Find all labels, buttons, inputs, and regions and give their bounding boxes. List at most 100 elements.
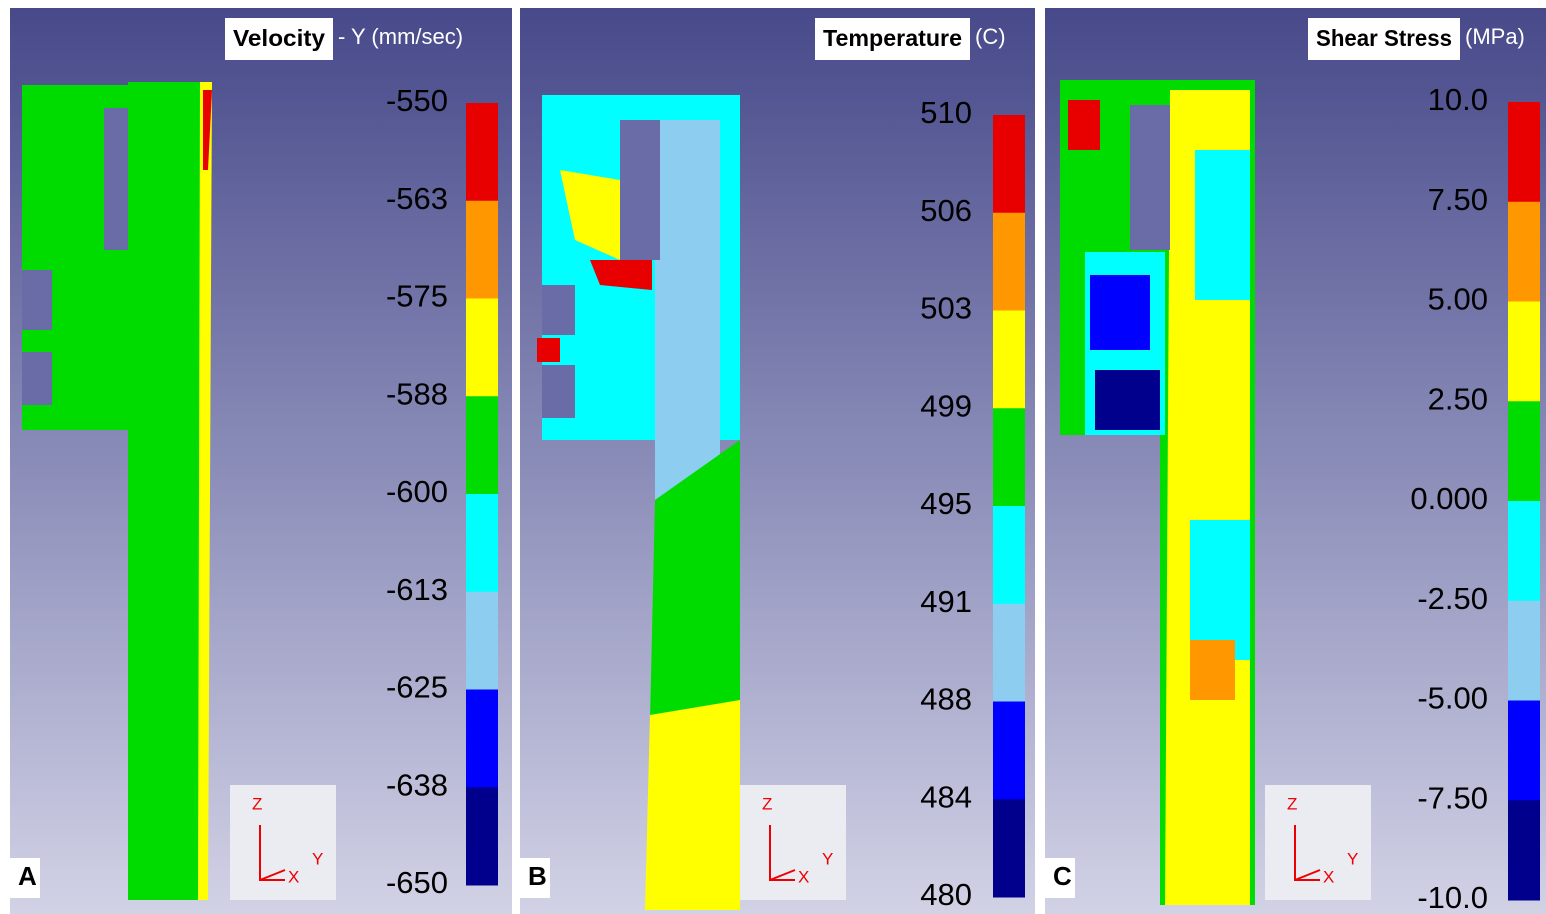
model-region — [1095, 370, 1160, 430]
title-box — [815, 18, 970, 60]
model-region — [1190, 640, 1235, 700]
title-box — [225, 18, 333, 60]
legend-label: -7.50 — [1417, 780, 1488, 815]
legend-label: -2.50 — [1417, 581, 1488, 616]
axis-triad-box — [740, 785, 846, 900]
model-region — [203, 90, 212, 170]
legend-label: 499 — [920, 388, 972, 423]
legend-band — [1508, 800, 1540, 901]
panel: Temperature (C) 510 506 503 499 495 491 488 484 48… — [520, 8, 1035, 914]
panel-letter: C — [1053, 861, 1072, 891]
legend-band — [1508, 501, 1540, 602]
legend-band — [993, 799, 1025, 898]
legend-label: 2.50 — [1428, 381, 1488, 416]
legend-label: 480 — [920, 877, 972, 912]
model-region — [590, 260, 652, 290]
letter-box — [1045, 858, 1075, 898]
legend-band — [466, 494, 498, 593]
legend-label: -563 — [386, 181, 448, 216]
legend-label: -650 — [386, 865, 448, 900]
model-region — [22, 270, 52, 330]
legend-band — [1508, 401, 1540, 502]
axis-y: Y — [822, 849, 833, 868]
axis-triad-box — [1265, 785, 1371, 900]
axis-triad — [259, 825, 286, 881]
legend-label: -613 — [386, 572, 448, 607]
axis-z: Z — [252, 794, 262, 813]
legend-band — [466, 591, 498, 690]
legend-band — [466, 103, 498, 202]
legend-band — [466, 787, 498, 886]
legend-band — [993, 603, 1025, 702]
legend-band — [993, 408, 1025, 507]
title-unit: - Y (mm/sec) — [338, 24, 463, 49]
axis-x: X — [288, 867, 299, 886]
legend-band — [1508, 700, 1540, 801]
model-region — [655, 120, 720, 520]
title: Shear Stress — [1316, 25, 1452, 51]
model-region — [1130, 105, 1170, 250]
legend-band — [466, 200, 498, 299]
legend-label: -600 — [386, 474, 448, 509]
title: Velocity — [233, 25, 325, 51]
legend-label: 506 — [920, 193, 972, 228]
axis-y: Y — [312, 849, 323, 868]
legend-label: -10.0 — [1417, 880, 1488, 914]
legend-band — [466, 298, 498, 397]
model-region — [22, 352, 52, 405]
legend-label: 10.0 — [1428, 82, 1488, 117]
legend-band — [993, 701, 1025, 800]
legend-band — [1508, 301, 1540, 402]
legend-label: -588 — [386, 376, 448, 411]
model-region — [1190, 520, 1250, 660]
model-region — [198, 82, 212, 900]
letter-box — [10, 858, 40, 898]
legend-label: -638 — [386, 767, 448, 802]
model-region — [104, 108, 128, 250]
axis-triad — [769, 825, 796, 881]
panel: Shear Stress (MPa) 10.0 7.50 5.00 2.50 0.000 -2… — [1045, 8, 1546, 914]
title: Temperature — [823, 25, 962, 51]
legend-band — [993, 115, 1025, 214]
legend-band — [466, 689, 498, 788]
title-unit: (C) — [975, 24, 1006, 49]
axis-x: X — [1323, 867, 1334, 886]
model-region — [542, 365, 575, 418]
legend-label: -625 — [386, 670, 448, 705]
legend-band — [466, 396, 498, 495]
letter-box — [520, 858, 550, 898]
legend-label: 503 — [920, 291, 972, 326]
panel-letter: A — [18, 861, 37, 891]
model-region — [645, 700, 740, 910]
legend-label: -5.00 — [1417, 681, 1488, 716]
axis-y: Y — [1347, 849, 1358, 868]
legend-label: 0.000 — [1410, 481, 1488, 516]
legend-label: 7.50 — [1428, 182, 1488, 217]
legend-label: 488 — [920, 682, 972, 717]
model-region — [620, 120, 660, 260]
legend-label: 491 — [920, 584, 972, 619]
model-region — [1195, 150, 1250, 300]
legend-label: -575 — [386, 279, 448, 314]
legend-band — [993, 310, 1025, 409]
legend-label: 510 — [920, 95, 972, 130]
model-region — [542, 285, 575, 335]
legend-band — [1508, 201, 1540, 302]
model-region — [560, 170, 620, 260]
title-unit: (MPa) — [1465, 24, 1525, 49]
legend-band — [1508, 600, 1540, 701]
legend-label: 5.00 — [1428, 282, 1488, 317]
legend-label: 484 — [920, 779, 972, 814]
legend-label: -550 — [386, 83, 448, 118]
legend-band — [993, 212, 1025, 311]
model-region — [650, 440, 740, 720]
axis-triad — [1294, 825, 1321, 881]
legend-band — [993, 506, 1025, 605]
axis-z: Z — [1287, 794, 1297, 813]
legend-label: 495 — [920, 486, 972, 521]
legend-band — [1508, 102, 1540, 203]
axis-triad-box — [230, 785, 336, 900]
axis-x: X — [798, 867, 809, 886]
panel: Velocity - Y (mm/sec) -550 -563 -575 -588 -600… — [10, 8, 512, 914]
